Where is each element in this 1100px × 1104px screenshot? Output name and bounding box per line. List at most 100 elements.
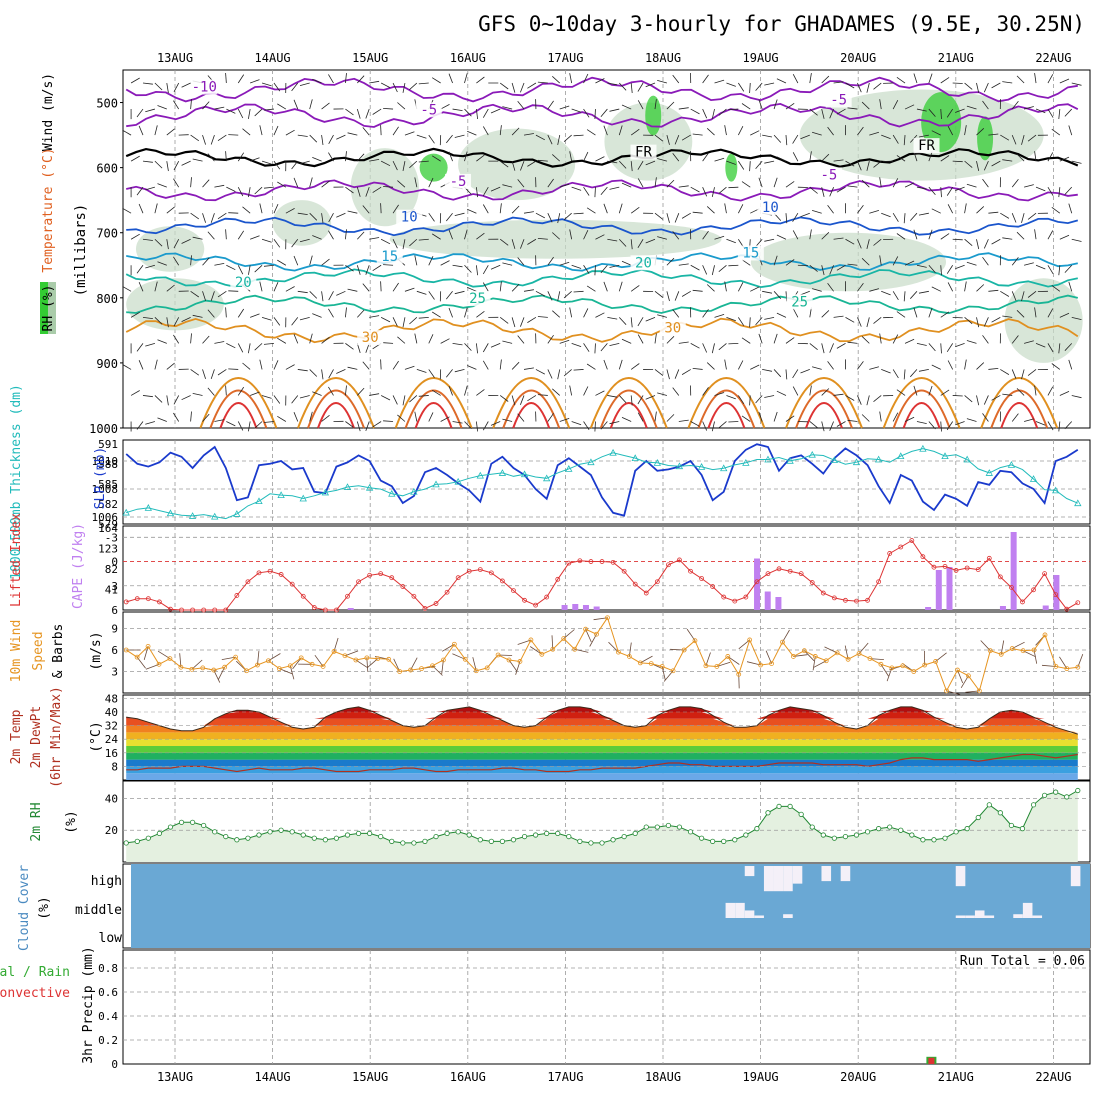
wind-barb (984, 395, 988, 404)
wind-barb (366, 109, 369, 118)
wind-barb (145, 109, 155, 112)
wind-barb (584, 152, 588, 161)
wind-barb (226, 229, 227, 239)
wind-barb (1002, 82, 1012, 83)
rh2m-marker (733, 838, 737, 842)
wind-barb (122, 130, 131, 135)
wind-barb (707, 363, 714, 370)
wind-barb (167, 207, 175, 213)
isotherm-label: 15 (381, 249, 398, 265)
temp-band (126, 773, 1078, 780)
wind-barb (1000, 291, 1009, 296)
wind-barb (976, 363, 983, 370)
wind-barb (610, 343, 620, 345)
wind-barb (810, 73, 812, 83)
wind-barb (725, 203, 727, 213)
wind-barb (228, 291, 238, 292)
wind-barb (610, 109, 620, 111)
wind-barb (464, 386, 467, 396)
wind-barb (965, 203, 967, 213)
wind-barb (1028, 369, 1036, 375)
wind-barb (726, 395, 735, 398)
wind-barb (243, 207, 251, 213)
rh2m-marker (854, 833, 858, 837)
wind-barb (248, 265, 250, 275)
wind-barb (837, 343, 846, 348)
wind-barb (558, 369, 560, 379)
rh2m-marker (423, 839, 427, 843)
wind-barb (208, 232, 215, 240)
wind-barb (631, 207, 639, 213)
wind-barb (512, 317, 515, 327)
wind-barb (750, 317, 751, 327)
isotherm-dome (406, 391, 462, 429)
wind-barb (363, 362, 369, 370)
rh2m-marker (478, 838, 482, 842)
wind-barb (777, 235, 786, 239)
wind-barb (449, 308, 453, 317)
wind-barb (357, 310, 364, 317)
isotherm-dome (1001, 403, 1037, 428)
wind-barb (538, 317, 548, 318)
isotherm-label: 20 (635, 255, 652, 271)
wind-barb (467, 131, 476, 135)
wind-barb (298, 291, 308, 292)
wind-barb (455, 369, 465, 371)
wind-barb (777, 313, 786, 317)
wind-barb (657, 315, 667, 318)
date-label-bottom: 18AUG (645, 1070, 681, 1084)
rh2m-marker (810, 825, 814, 829)
wind-barb (595, 265, 596, 275)
wind-barb (243, 363, 251, 369)
wind-barb (167, 161, 169, 171)
wind-barb (869, 210, 879, 213)
wind-barb (329, 135, 334, 144)
wind-barb (158, 184, 167, 188)
wind-barb (158, 418, 167, 422)
wind-barb (336, 291, 345, 295)
wind-barb (655, 213, 663, 219)
wind-barb (381, 125, 382, 135)
temp-tick-label: 24 (105, 733, 119, 746)
wind-barb (910, 291, 917, 298)
isotherm-label: FR (918, 138, 935, 154)
axis-label-convective: Convective (0, 986, 70, 1001)
wind-barb (619, 317, 626, 324)
wind-barb (476, 421, 477, 431)
wind-barb (155, 83, 162, 90)
wind-barb (1069, 360, 1072, 370)
cloud-middle-cell (754, 915, 764, 918)
wind-barb (500, 281, 501, 291)
wind-barb (607, 395, 617, 397)
wind-barb (595, 109, 596, 119)
wind-barb (131, 78, 140, 83)
rh2m-marker (578, 839, 582, 843)
rh2m-marker (1020, 826, 1024, 830)
wind-barb (167, 129, 175, 135)
wind-barb (810, 386, 812, 396)
cloud-middle-cell (975, 910, 985, 918)
wind-barb (441, 339, 450, 344)
wind-barb (476, 311, 484, 317)
wind-barb (655, 291, 663, 297)
wind-barb (298, 135, 308, 136)
wind-barb (512, 362, 519, 369)
wind-barb (774, 178, 777, 187)
rh2m-marker (865, 830, 869, 834)
wind-barb (707, 285, 714, 292)
wind-barb (932, 365, 941, 369)
wind-barb (366, 421, 369, 430)
date-label-top: 17AUG (547, 51, 583, 65)
rh2m-marker (611, 838, 615, 842)
wind-barb (595, 421, 596, 431)
wind-barb (691, 109, 700, 114)
wind-barb (502, 263, 512, 265)
rh2m-marker (257, 833, 261, 837)
rh2m-area (126, 791, 1078, 863)
isotherm-label: 10 (762, 200, 779, 216)
wind-barb (122, 286, 131, 291)
isotherm-dome (698, 391, 754, 429)
wind-barb (173, 335, 178, 343)
wind-barb (369, 316, 379, 318)
wind-barb (910, 369, 917, 376)
